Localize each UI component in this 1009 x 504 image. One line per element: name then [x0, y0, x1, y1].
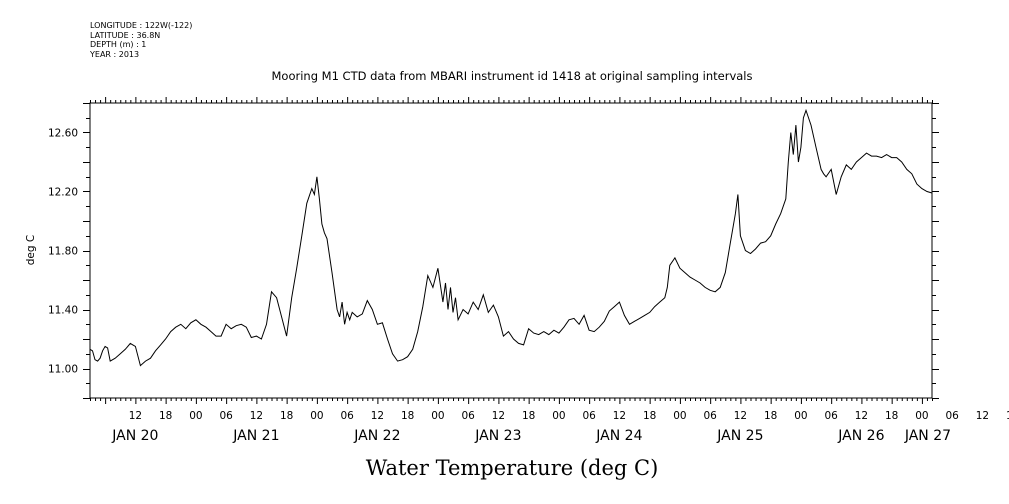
x-hour-label: 00 [915, 410, 928, 422]
x-hour-label: 12 [976, 410, 989, 422]
x-hour-label: 06 [824, 410, 838, 422]
x-hour-label: 06 [340, 410, 354, 422]
x-hour-label: 18 [522, 410, 535, 422]
x-hour-label: 18 [401, 410, 414, 422]
bottom-title: Water Temperature (deg C) [366, 456, 659, 480]
chart-title: Mooring M1 CTD data from MBARI instrumen… [272, 69, 753, 83]
x-day-label: JAN 26 [837, 428, 884, 444]
x-axis-hour-labels: 12 18 00 06 12 18 00 06 12 18 00 06 12 18 00 06 12 18 00 06… [129, 410, 1009, 422]
x-hour-label: 00 [310, 410, 323, 422]
temperature-series-line [89, 108, 933, 367]
latitude-label: LATITUDE : 36.8N [90, 30, 161, 40]
x-hour-label: 12 [250, 410, 263, 422]
y-axis-tick-labels: 11.00 11.40 11.80 12.20 12.60 [48, 128, 78, 376]
x-day-label: JAN 23 [474, 428, 521, 444]
x-hour-label: 06 [582, 410, 596, 422]
x-day-label: JAN 24 [595, 428, 642, 444]
y-axis-label: deg C [25, 235, 37, 265]
x-hour-label: 00 [431, 410, 444, 422]
x-day-label: JAN 20 [111, 428, 158, 444]
x-hour-label: 06 [703, 410, 717, 422]
x-hour-label: 06 [461, 410, 475, 422]
station-metadata: LONGITUDE : 122W(-122) LATITUDE : 36.8N … [90, 21, 192, 59]
x-hour-label: 00 [189, 410, 202, 422]
x-hour-label: 12 [855, 410, 868, 422]
x-hour-label: 18 [643, 410, 656, 422]
longitude-label: LONGITUDE : 122W(-122) [90, 21, 193, 30]
plot-frame [89, 102, 933, 399]
x-day-label: JAN 25 [716, 428, 763, 444]
y-tick-label: 12.60 [48, 128, 78, 140]
x-hour-label: 12 [613, 410, 626, 422]
x-hour-label: 18 [885, 410, 898, 422]
axis-ticks [83, 97, 939, 404]
depth-label: DEPTH (m) : 1 [90, 40, 147, 50]
x-hour-label: 00 [552, 410, 565, 422]
x-hour-label: 06 [219, 410, 233, 422]
x-day-label: JAN 21 [232, 428, 279, 444]
x-hour-label: 12 [129, 410, 142, 422]
year-label: YEAR : 2013 [90, 49, 140, 59]
x-axis-day-labels: JAN 20 JAN 21 JAN 22 JAN 23 JAN 24 JAN 25 JAN … [111, 428, 951, 444]
y-tick-label: 11.40 [48, 305, 78, 317]
y-tick-label: 11.80 [48, 246, 78, 258]
x-day-label: JAN 27 [904, 428, 951, 444]
x-hour-label: 18 [764, 410, 777, 422]
x-hour-label: 00 [794, 410, 807, 422]
y-tick-label: 12.20 [48, 187, 78, 199]
x-hour-label: 00 [673, 410, 686, 422]
x-hour-label: 18 [1006, 410, 1009, 422]
x-hour-label: 18 [159, 410, 172, 422]
y-tick-label: 11.00 [48, 364, 78, 376]
x-hour-label: 06 [945, 410, 959, 422]
x-hour-label: 12 [492, 410, 505, 422]
x-day-label: JAN 22 [353, 428, 400, 444]
x-hour-label: 18 [280, 410, 293, 422]
x-hour-label: 12 [734, 410, 747, 422]
x-hour-label: 12 [371, 410, 384, 422]
